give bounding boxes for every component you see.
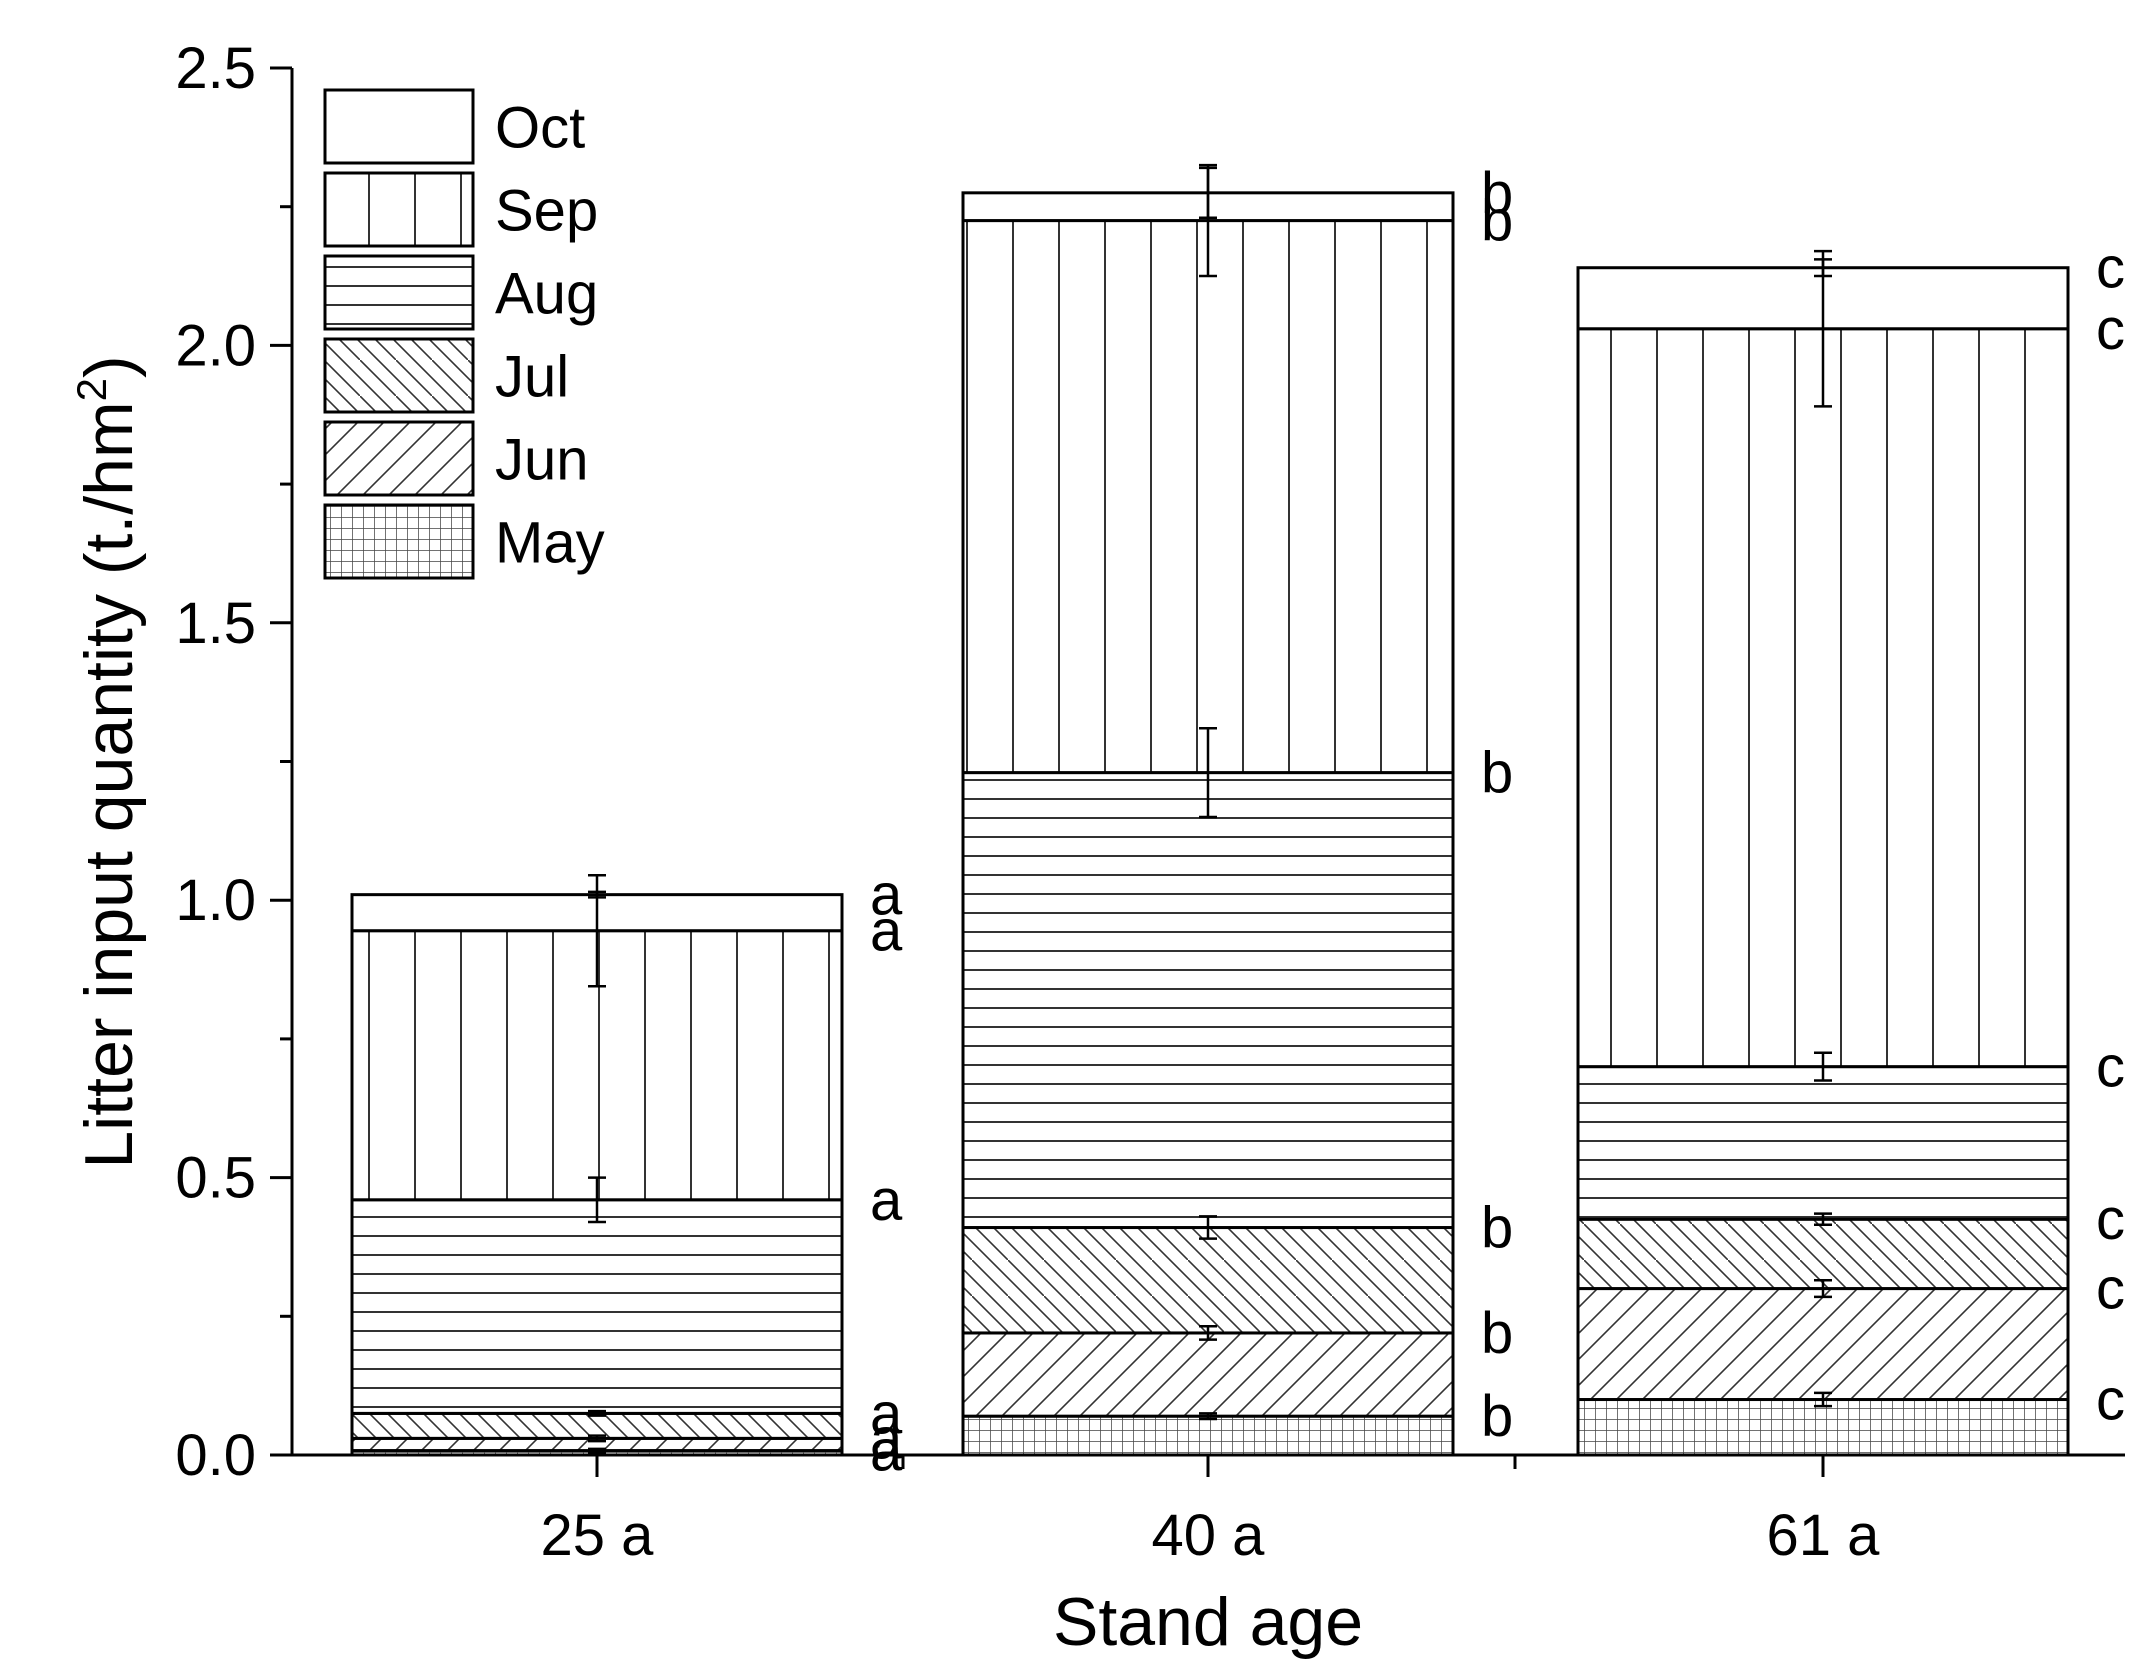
y-axis-title-tail: ) xyxy=(71,355,147,378)
legend-label-jul: Jul xyxy=(495,345,569,410)
significance-label-jun-1: b xyxy=(1481,1301,1513,1366)
legend-swatch-sep xyxy=(323,171,475,248)
bar-segment-may-1 xyxy=(961,1414,1455,1457)
x-axis-title: Stand age xyxy=(1053,1584,1363,1660)
y-ticks: 0.0 0.5 1.0 1.5 2.0 2.5 xyxy=(175,36,292,1488)
legend-label-may: May xyxy=(495,511,605,576)
significance-label-oct-0: a xyxy=(870,863,903,928)
legend-swatch-jul xyxy=(323,337,475,414)
significance-label-aug-0: a xyxy=(870,1168,903,1233)
bar-segment-aug-0 xyxy=(350,1198,844,1415)
bar-segment-sep-1 xyxy=(961,219,1455,775)
significance-label-aug-1: b xyxy=(1481,741,1513,806)
legend-label-aug: Aug xyxy=(495,262,598,327)
significance-label-may-1: b xyxy=(1481,1384,1513,1449)
y-tick-label-5: 2.5 xyxy=(175,36,256,101)
legend-swatch-jun xyxy=(323,420,475,497)
legend-swatch-oct xyxy=(323,88,475,165)
significance-label-may-2: c xyxy=(2096,1368,2125,1433)
y-tick-label-0: 0.0 xyxy=(175,1423,256,1488)
x-tick-label-2: 61 a xyxy=(1767,1503,1881,1568)
legend: Oct Sep Aug Jul Jun May xyxy=(323,88,605,580)
significance-label-jul-0: a xyxy=(870,1381,903,1446)
significance-label-aug-2: c xyxy=(2096,1035,2125,1100)
significance-label-sep-2: c xyxy=(2096,297,2125,362)
legend-swatch-aug xyxy=(323,254,475,331)
legend-label-oct: Oct xyxy=(495,96,585,161)
bars-layer xyxy=(350,191,2070,1457)
legend-label-sep: Sep xyxy=(495,179,598,244)
bar-segment-may-2 xyxy=(1576,1398,2070,1457)
x-tick-label-0: 25 a xyxy=(541,1503,655,1568)
legend-label-jun: Jun xyxy=(495,428,589,493)
significance-label-jul-1: b xyxy=(1481,1196,1513,1261)
legend-swatch-may xyxy=(323,503,475,580)
significance-label-sep-0: a xyxy=(870,899,903,964)
bar-segment-aug-1 xyxy=(961,771,1455,1230)
y-tick-label-2: 1.0 xyxy=(175,868,256,933)
x-tick-label-1: 40 a xyxy=(1152,1503,1266,1568)
significance-label-oct-2: c xyxy=(2096,236,2125,301)
significance-label-jul-2: c xyxy=(2096,1187,2125,1252)
error-bars-layer xyxy=(588,163,1832,1454)
significance-label-jun-2: c xyxy=(2096,1257,2125,1322)
x-ticks: 25 a 40 a 61 a xyxy=(541,1455,1881,1568)
significance-label-oct-1: b xyxy=(1481,161,1513,226)
y-tick-label-1: 0.5 xyxy=(175,1146,256,1211)
significance-label-may-0: a xyxy=(870,1419,903,1484)
bar-segment-jun-2 xyxy=(1576,1287,2070,1402)
bar-segment-jun-1 xyxy=(961,1331,1455,1418)
bar-segment-jul-2 xyxy=(1576,1217,2070,1291)
y-axis-title-main: Litter input quantity (t./hm xyxy=(71,401,147,1168)
y-tick-label-4: 2.0 xyxy=(175,313,256,378)
y-axis-title-superscript: 2 xyxy=(68,378,115,401)
y-tick-label-3: 1.5 xyxy=(175,591,256,656)
bar-segment-jul-1 xyxy=(961,1226,1455,1335)
significance-label-sep-1: b xyxy=(1481,189,1513,254)
bar-segment-sep-2 xyxy=(1576,327,2070,1069)
bar-segment-aug-2 xyxy=(1576,1065,2070,1221)
significance-label-jun-0: a xyxy=(870,1406,903,1471)
y-axis-title: Litter input quantity (t./hm2) xyxy=(68,355,147,1168)
